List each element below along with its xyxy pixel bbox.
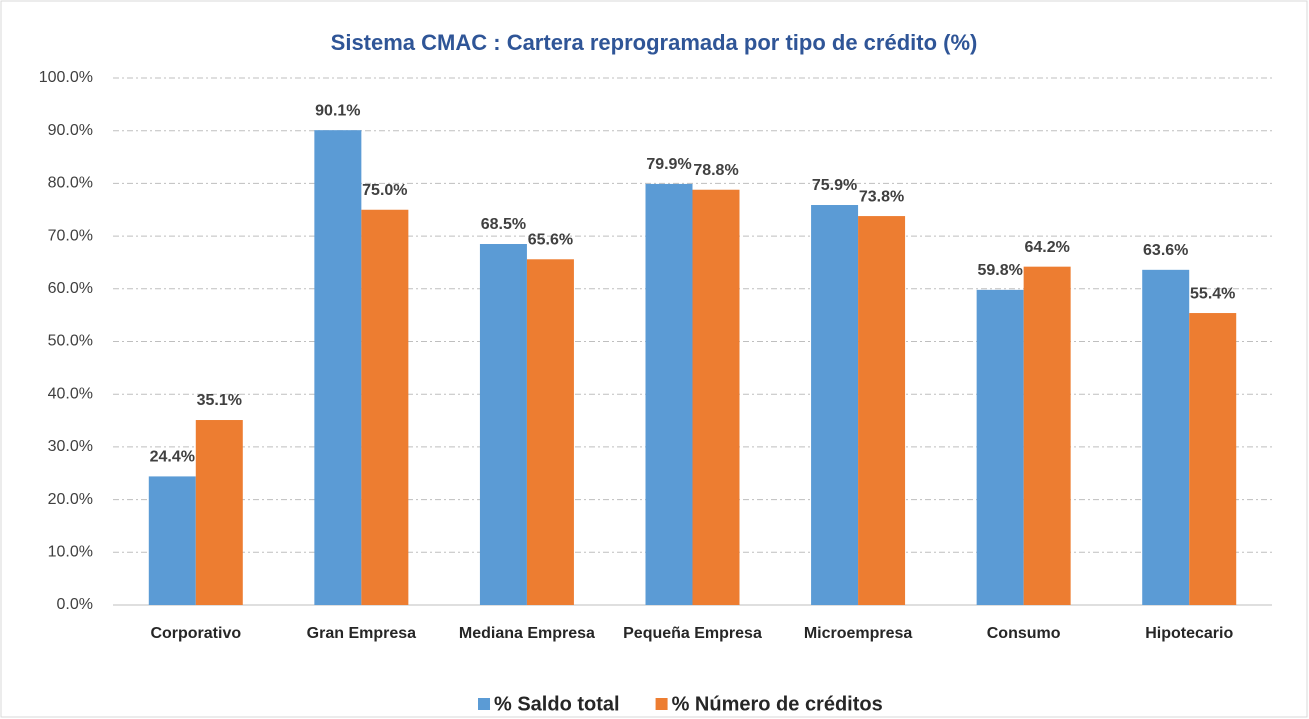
value-label: 63.6% xyxy=(1143,242,1188,259)
x-tick-label: Hipotecario xyxy=(1145,625,1233,642)
value-label: 59.8% xyxy=(977,262,1022,279)
x-tick-label: Gran Empresa xyxy=(307,625,416,642)
bar xyxy=(314,130,362,605)
bar xyxy=(1142,269,1190,605)
value-label: 35.1% xyxy=(197,392,242,409)
x-tick-label: Consumo xyxy=(987,625,1061,642)
value-label: 73.8% xyxy=(859,188,904,205)
y-tick-label: 30.0% xyxy=(48,438,93,455)
value-label: 24.4% xyxy=(150,449,195,466)
value-label: 55.4% xyxy=(1190,285,1235,302)
y-tick-label: 40.0% xyxy=(48,385,93,402)
legend-label: % Saldo total xyxy=(494,693,620,715)
legend-swatch xyxy=(655,698,668,710)
y-tick-label: 0.0% xyxy=(57,596,93,613)
y-tick-label: 80.0% xyxy=(48,175,93,192)
chart-title: Sistema CMAC : Cartera reprogramada por … xyxy=(331,30,978,55)
y-tick-label: 50.0% xyxy=(48,333,93,350)
bar xyxy=(692,189,740,605)
bar xyxy=(811,205,859,605)
bar xyxy=(645,183,693,605)
value-label: 75.9% xyxy=(812,177,857,194)
x-tick-label: Corporativo xyxy=(150,625,241,642)
x-tick-label: Mediana Empresa xyxy=(459,625,595,642)
bar xyxy=(1023,266,1071,605)
y-tick-label: 100.0% xyxy=(39,69,93,86)
bar xyxy=(195,420,243,605)
value-label: 65.6% xyxy=(528,232,573,249)
bar xyxy=(1189,313,1237,605)
x-tick-label: Pequeña Empresa xyxy=(623,625,762,642)
value-label: 79.9% xyxy=(646,156,691,173)
bar xyxy=(361,209,409,605)
bar xyxy=(976,289,1024,605)
y-tick-label: 60.0% xyxy=(48,280,93,297)
bar xyxy=(526,259,574,605)
y-tick-label: 70.0% xyxy=(48,227,93,244)
bar xyxy=(148,476,196,605)
legend-swatch xyxy=(478,698,490,710)
y-tick-label: 90.0% xyxy=(48,122,93,139)
bar xyxy=(858,216,906,605)
legend-label: % Número de créditos xyxy=(672,693,883,715)
value-label: 78.8% xyxy=(693,162,738,179)
bar xyxy=(479,244,527,605)
value-label: 90.1% xyxy=(315,102,360,119)
x-tick-label: Microempresa xyxy=(804,625,913,642)
value-label: 68.5% xyxy=(481,216,526,233)
value-label: 75.0% xyxy=(362,182,407,199)
y-tick-label: 20.0% xyxy=(48,491,93,508)
y-tick-label: 10.0% xyxy=(48,544,93,561)
value-label: 64.2% xyxy=(1024,239,1069,256)
